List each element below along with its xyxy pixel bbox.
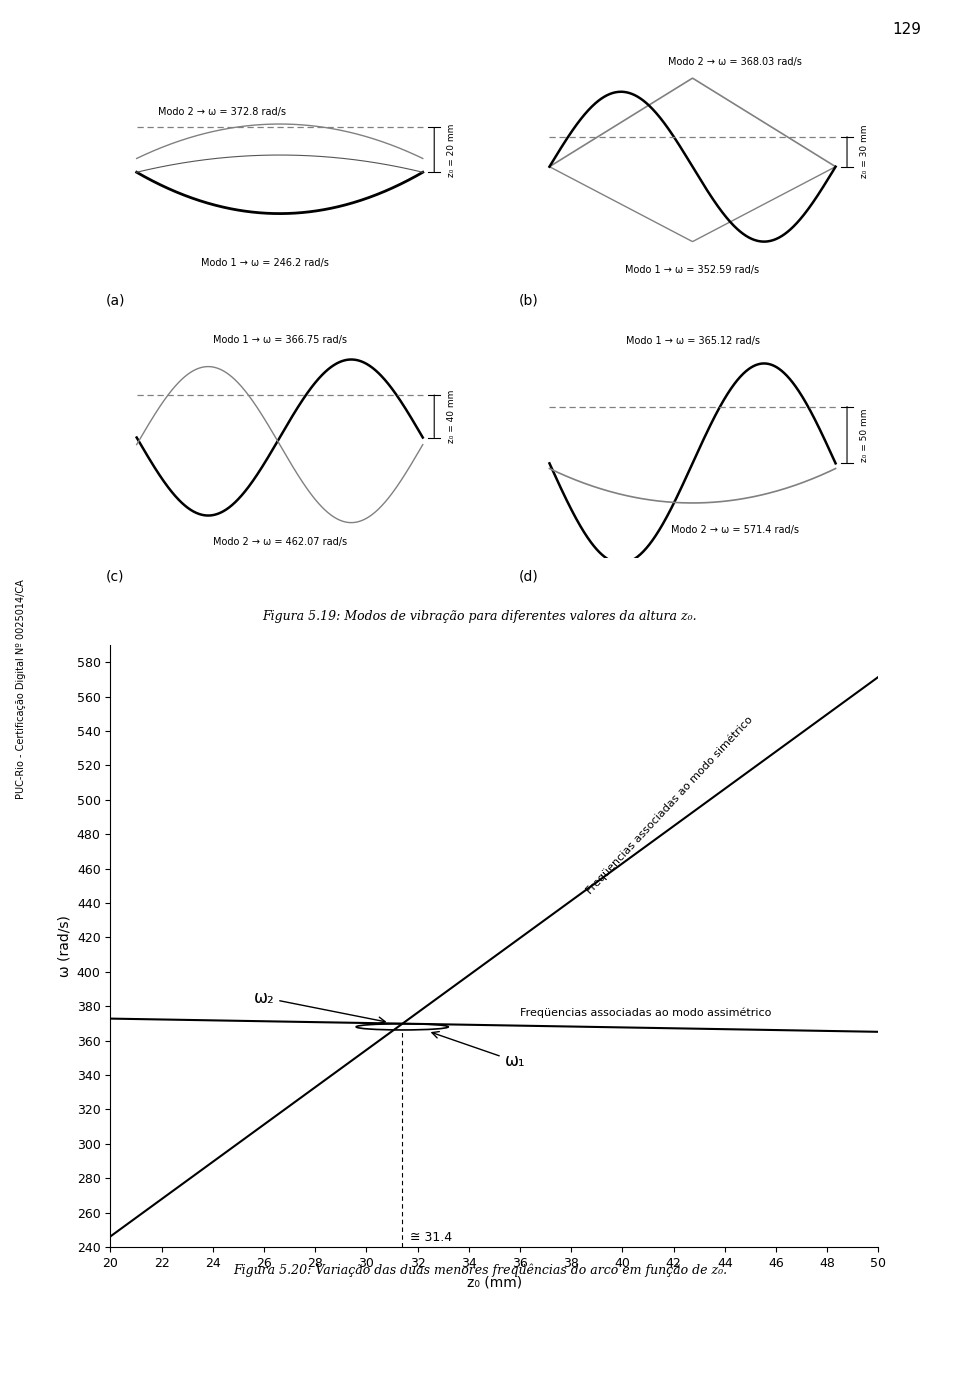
Text: Figura 5.19: Modos de vibração para diferentes valores da altura z₀.: Figura 5.19: Modos de vibração para dife… [263,610,697,623]
Y-axis label: ω (rad/s): ω (rad/s) [58,915,71,977]
Text: PUC-Rio - Certificação Digital Nº 0025014/CA: PUC-Rio - Certificação Digital Nº 002501… [16,579,26,799]
Text: Modo 2 → ω = 462.07 rad/s: Modo 2 → ω = 462.07 rad/s [213,537,347,547]
Text: z₀ = 30 mm: z₀ = 30 mm [860,125,869,178]
Text: z₀ = 40 mm: z₀ = 40 mm [447,390,456,442]
Text: Modo 1 → ω = 352.59 rad/s: Modo 1 → ω = 352.59 rad/s [626,265,759,274]
Text: (d): (d) [518,569,539,583]
Text: Modo 1 → ω = 246.2 rad/s: Modo 1 → ω = 246.2 rad/s [202,259,329,269]
Text: (b): (b) [518,294,539,307]
Text: ω₂: ω₂ [253,988,385,1024]
Text: 129: 129 [893,22,922,37]
Text: ω₁: ω₁ [432,1032,525,1071]
Text: Modo 2 → ω = 571.4 rad/s: Modo 2 → ω = 571.4 rad/s [671,525,800,536]
Text: z₀ = 50 mm: z₀ = 50 mm [860,408,869,462]
Text: ≅ 31.4: ≅ 31.4 [410,1231,452,1244]
Text: Modo 2 → ω = 368.03 rad/s: Modo 2 → ω = 368.03 rad/s [668,58,803,68]
Text: Freqüencias associadas ao modo assimétrico: Freqüencias associadas ao modo assimétri… [520,1007,772,1018]
Text: (a): (a) [106,294,125,307]
Text: Modo 1 → ω = 365.12 rad/s: Modo 1 → ω = 365.12 rad/s [626,336,759,346]
Text: Figura 5.20: Variação das duas menores freqüências do arco em função de z₀.: Figura 5.20: Variação das duas menores f… [233,1264,727,1277]
Text: Modo 2 → ω = 372.8 rad/s: Modo 2 → ω = 372.8 rad/s [158,107,286,117]
Text: Freqüencias associadas ao modo simétrico: Freqüencias associadas ao modo simétrico [585,714,755,896]
Text: Modo 1 → ω = 366.75 rad/s: Modo 1 → ω = 366.75 rad/s [213,335,347,346]
X-axis label: z₀ (mm): z₀ (mm) [467,1276,522,1290]
Text: z₀ = 20 mm: z₀ = 20 mm [447,123,456,176]
Text: (c): (c) [106,569,124,583]
